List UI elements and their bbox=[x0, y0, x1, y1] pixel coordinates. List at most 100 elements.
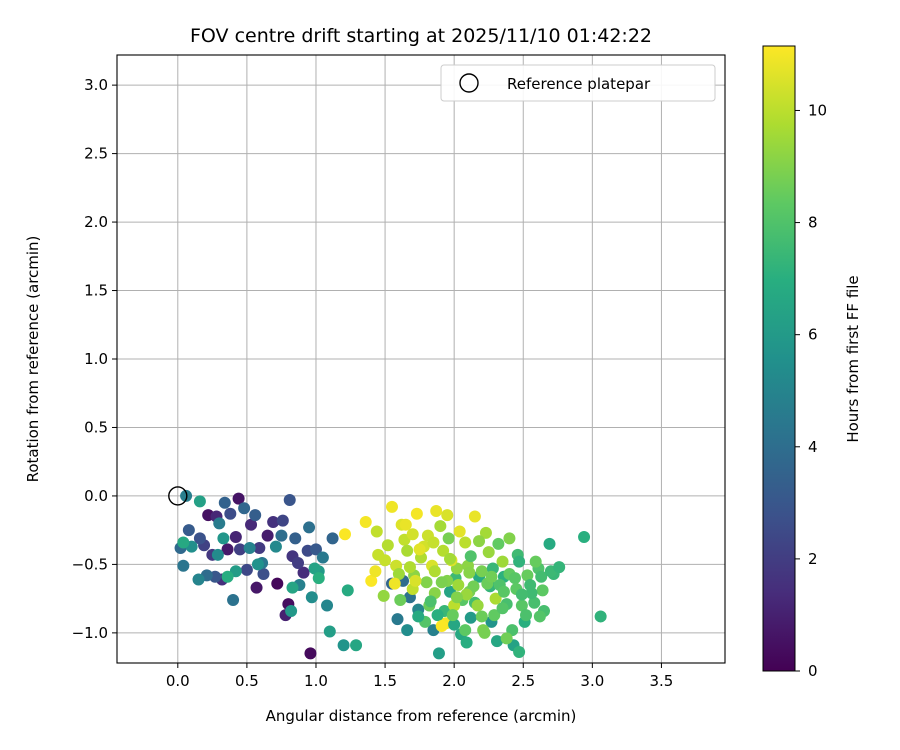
data-point bbox=[177, 536, 190, 549]
data-point bbox=[233, 543, 246, 556]
data-point bbox=[553, 561, 566, 574]
data-point bbox=[503, 532, 516, 545]
data-point bbox=[437, 544, 450, 557]
data-point bbox=[177, 559, 190, 572]
data-point bbox=[478, 626, 491, 639]
data-point bbox=[500, 632, 513, 645]
data-point bbox=[289, 532, 302, 545]
data-point bbox=[249, 509, 262, 522]
data-point bbox=[434, 520, 447, 533]
data-point bbox=[413, 543, 426, 556]
x-tick-label: 1.5 bbox=[373, 672, 397, 690]
data-point bbox=[508, 572, 521, 585]
data-point bbox=[316, 551, 329, 564]
colorbar-tick-label: 2 bbox=[808, 550, 818, 568]
data-point bbox=[578, 531, 591, 544]
data-point bbox=[286, 581, 299, 594]
data-point bbox=[388, 577, 401, 590]
data-point bbox=[475, 565, 488, 578]
data-point bbox=[497, 585, 510, 598]
legend-marker-open-circle bbox=[459, 73, 479, 93]
data-point bbox=[350, 639, 363, 652]
data-point bbox=[401, 624, 414, 637]
data-point bbox=[513, 555, 526, 568]
data-point bbox=[521, 569, 534, 582]
data-point bbox=[485, 570, 498, 583]
data-point bbox=[594, 610, 607, 623]
data-point bbox=[341, 584, 354, 597]
data-point bbox=[459, 536, 472, 549]
data-point bbox=[444, 552, 457, 565]
colorbar-tick-label: 8 bbox=[808, 214, 818, 232]
data-point bbox=[217, 532, 230, 545]
data-point bbox=[193, 495, 206, 508]
x-tick-label: 1.0 bbox=[304, 672, 328, 690]
data-point bbox=[271, 577, 284, 590]
data-point bbox=[308, 562, 321, 575]
data-point bbox=[453, 525, 466, 538]
y-axis-label: Rotation from reference (arcmin) bbox=[24, 236, 42, 483]
colorbar-ticks: 0 2 4 6 8 10 bbox=[795, 101, 827, 680]
legend-box bbox=[440, 64, 716, 102]
data-point bbox=[492, 537, 505, 550]
legend-label: Reference platepar bbox=[507, 75, 651, 93]
data-point bbox=[536, 584, 549, 597]
data-point bbox=[323, 625, 336, 638]
data-point bbox=[243, 541, 256, 554]
data-point bbox=[245, 518, 258, 531]
y-tick-label: −0.5 bbox=[72, 555, 108, 573]
data-point bbox=[515, 588, 528, 601]
x-axis-ticks: 0.0 0.5 1.0 1.5 2.0 2.5 3.0 3.5 bbox=[166, 663, 673, 690]
y-tick-label: 3.0 bbox=[84, 76, 108, 94]
data-point bbox=[292, 557, 305, 570]
data-point bbox=[399, 518, 412, 531]
x-tick-label: 0.5 bbox=[235, 672, 259, 690]
data-point bbox=[359, 515, 372, 528]
data-point bbox=[420, 576, 433, 589]
data-point bbox=[365, 574, 378, 587]
data-point bbox=[261, 529, 274, 542]
data-point bbox=[224, 507, 237, 520]
data-point bbox=[285, 604, 298, 617]
data-point bbox=[381, 539, 394, 552]
data-point bbox=[435, 576, 448, 589]
data-point bbox=[250, 581, 263, 594]
data-point bbox=[463, 566, 476, 579]
data-point bbox=[431, 609, 444, 622]
y-tick-label: 1.0 bbox=[84, 350, 108, 368]
data-point bbox=[427, 536, 440, 549]
data-point bbox=[303, 521, 316, 534]
data-point bbox=[475, 610, 488, 623]
reference-platepar-marker bbox=[168, 486, 188, 506]
y-tick-label: 2.5 bbox=[84, 145, 108, 163]
data-point bbox=[238, 502, 251, 515]
data-point bbox=[488, 609, 501, 622]
data-point bbox=[409, 574, 422, 587]
data-point bbox=[385, 500, 398, 513]
colorbar-label: Hours from first FF file bbox=[844, 275, 862, 442]
data-point bbox=[473, 535, 486, 548]
data-point bbox=[309, 543, 322, 556]
data-point bbox=[459, 624, 472, 637]
data-point bbox=[479, 526, 492, 539]
data-point bbox=[468, 510, 481, 523]
data-point bbox=[430, 505, 443, 517]
data-point bbox=[446, 609, 459, 622]
legend: Reference platepar bbox=[440, 64, 716, 102]
data-point bbox=[211, 548, 224, 561]
data-point bbox=[513, 646, 526, 659]
data-point bbox=[524, 578, 537, 591]
x-tick-label: 2.0 bbox=[442, 672, 466, 690]
data-point bbox=[221, 543, 234, 556]
data-point bbox=[391, 613, 404, 626]
colorbar-gradient bbox=[762, 45, 796, 672]
data-point bbox=[464, 611, 477, 624]
data-point bbox=[297, 566, 310, 579]
y-tick-label: 2.0 bbox=[84, 213, 108, 231]
data-point bbox=[304, 647, 317, 660]
data-point bbox=[424, 595, 437, 608]
data-point bbox=[496, 555, 509, 568]
data-point bbox=[394, 594, 407, 607]
data-point bbox=[227, 594, 240, 607]
